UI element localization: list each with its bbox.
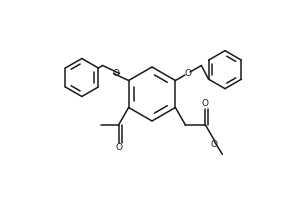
Text: O: O [202, 99, 209, 108]
Text: O: O [113, 69, 120, 78]
Text: O: O [211, 140, 218, 149]
Text: O: O [184, 69, 191, 78]
Text: O: O [115, 143, 122, 152]
